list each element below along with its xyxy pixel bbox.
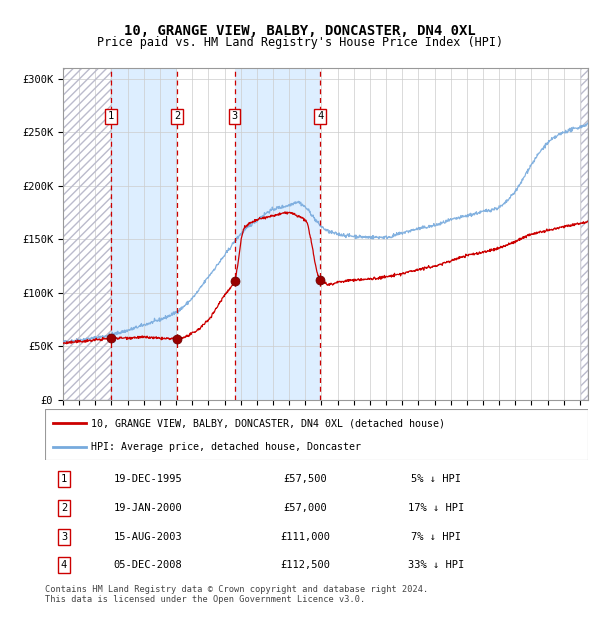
Text: 3: 3 — [232, 112, 238, 122]
Text: £57,000: £57,000 — [284, 503, 328, 513]
Text: 33% ↓ HPI: 33% ↓ HPI — [408, 560, 464, 570]
Text: Price paid vs. HM Land Registry's House Price Index (HPI): Price paid vs. HM Land Registry's House … — [97, 36, 503, 49]
Bar — [235, 68, 320, 400]
Text: Contains HM Land Registry data © Crown copyright and database right 2024.
This d: Contains HM Land Registry data © Crown c… — [45, 585, 428, 604]
Text: HPI: Average price, detached house, Doncaster: HPI: Average price, detached house, Donc… — [91, 442, 361, 453]
Text: 19-DEC-1995: 19-DEC-1995 — [114, 474, 182, 484]
Bar — [581, 68, 588, 400]
Text: 5% ↓ HPI: 5% ↓ HPI — [411, 474, 461, 484]
Text: 10, GRANGE VIEW, BALBY, DONCASTER, DN4 0XL: 10, GRANGE VIEW, BALBY, DONCASTER, DN4 0… — [124, 24, 476, 38]
Text: £57,500: £57,500 — [284, 474, 328, 484]
Text: 7% ↓ HPI: 7% ↓ HPI — [411, 532, 461, 542]
Text: 1: 1 — [107, 112, 114, 122]
Text: 05-DEC-2008: 05-DEC-2008 — [114, 560, 182, 570]
Text: 1: 1 — [61, 474, 67, 484]
Bar — [177, 68, 235, 400]
Bar — [63, 68, 111, 400]
Text: 15-AUG-2003: 15-AUG-2003 — [114, 532, 182, 542]
Text: 4: 4 — [317, 112, 323, 122]
Bar — [320, 68, 588, 400]
Text: £111,000: £111,000 — [281, 532, 331, 542]
Text: 19-JAN-2000: 19-JAN-2000 — [114, 503, 182, 513]
Bar — [111, 68, 177, 400]
Text: £112,500: £112,500 — [281, 560, 331, 570]
Text: 3: 3 — [61, 532, 67, 542]
Text: 2: 2 — [61, 503, 67, 513]
Text: 4: 4 — [61, 560, 67, 570]
Text: 2: 2 — [174, 112, 180, 122]
Text: 10, GRANGE VIEW, BALBY, DONCASTER, DN4 0XL (detached house): 10, GRANGE VIEW, BALBY, DONCASTER, DN4 0… — [91, 418, 445, 428]
Text: 17% ↓ HPI: 17% ↓ HPI — [408, 503, 464, 513]
Bar — [63, 68, 111, 400]
